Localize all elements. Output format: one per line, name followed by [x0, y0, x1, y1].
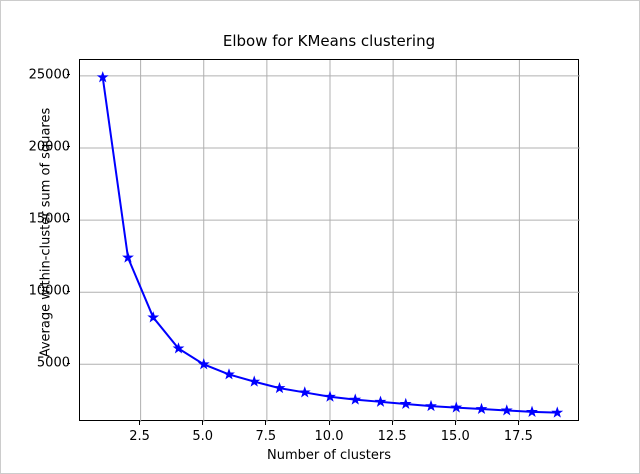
- y-tick-mark: [66, 362, 70, 364]
- data-point-marker: [399, 397, 412, 410]
- y-tick-label: 25000: [28, 67, 70, 83]
- y-tick-label: 15000: [28, 211, 70, 227]
- x-tick-mark: [202, 421, 204, 425]
- y-tick-mark: [66, 146, 70, 148]
- data-point-marker: [273, 381, 286, 394]
- data-point-marker: [96, 71, 109, 83]
- x-tick-mark: [328, 421, 330, 425]
- y-axis-tick-labels: 5000 10000 15000 20000 25000: [1, 59, 70, 421]
- y-tick-mark: [66, 74, 70, 76]
- data-point-marker: [147, 311, 160, 323]
- y-tick-mark: [66, 290, 70, 292]
- data-point-marker: [122, 251, 134, 263]
- x-tick-mark: [391, 421, 393, 425]
- x-tick-mark: [265, 421, 267, 425]
- data-point-marker: [248, 375, 261, 387]
- data-point-marker: [450, 401, 463, 413]
- x-tick-label: 12.5: [377, 429, 407, 444]
- x-tick-label: 5.0: [192, 429, 214, 444]
- data-series-group: [96, 71, 564, 418]
- data-point-marker: [298, 386, 311, 398]
- x-tick-label: 2.5: [129, 429, 150, 444]
- grid-lines: [80, 60, 580, 422]
- y-tick-label: 5000: [36, 355, 70, 371]
- plot-area: [79, 59, 580, 422]
- data-point-marker: [324, 390, 336, 402]
- plot-svg: [80, 60, 580, 422]
- x-tick-label: 10.0: [314, 429, 344, 444]
- data-point-marker: [172, 342, 185, 354]
- data-point-marker: [425, 399, 437, 412]
- y-tick-label: 10000: [28, 283, 70, 299]
- data-point-marker: [526, 405, 538, 417]
- x-tick-label: 7.5: [255, 429, 277, 444]
- data-point-marker: [349, 393, 362, 405]
- x-tick-label: 15.0: [440, 429, 470, 444]
- data-point-marker: [475, 402, 488, 415]
- y-tick-mark: [66, 218, 70, 220]
- data-point-marker: [197, 358, 210, 370]
- x-axis-label: Number of clusters: [266, 448, 391, 463]
- x-tick-label: 17.5: [503, 429, 533, 444]
- y-tick-label: 20000: [28, 139, 70, 155]
- x-axis-tick-labels: 2.5 5.0 7.5 10.0 12.5 15.0 17.5: [79, 421, 579, 445]
- data-point-marker: [500, 404, 513, 416]
- data-point-marker: [223, 368, 235, 380]
- x-tick-mark: [454, 421, 456, 425]
- chart-title: Elbow for KMeans clustering: [222, 32, 436, 50]
- x-tick-mark: [517, 421, 519, 425]
- x-tick-mark: [139, 421, 141, 425]
- data-point-marker: [551, 406, 564, 418]
- data-point-marker: [374, 395, 387, 407]
